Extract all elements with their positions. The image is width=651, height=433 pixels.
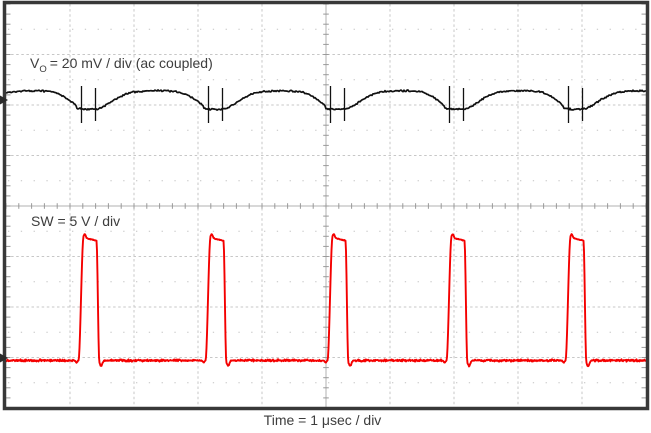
vo-symbol: V [30, 55, 40, 71]
vo-subscript: O [39, 63, 47, 75]
vo-scale-text: = 20 mV / div (ac coupled) [49, 55, 213, 71]
ground-arrow-icon [0, 353, 8, 363]
ground-arrow-icon [0, 95, 8, 105]
sw-trace [5, 233, 647, 368]
graticule-grid [5, 3, 647, 409]
time-axis-label: Time = 1 μsec / div [263, 412, 382, 428]
plot-border [2, 0, 650, 411]
ground-markers [0, 95, 8, 363]
vo-scale-label: VO = 20 mV / div (ac coupled) [30, 55, 213, 78]
vo-trace [5, 86, 647, 123]
sw-scale-label: SW = 5 V / div [31, 213, 121, 229]
